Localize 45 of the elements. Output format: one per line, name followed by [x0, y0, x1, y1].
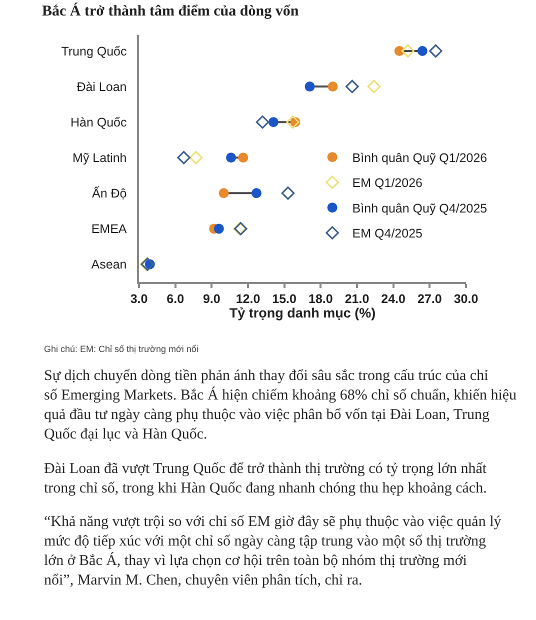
point [177, 150, 190, 164]
legend-label: Bình quân Quỹ Q1/2026 [352, 150, 488, 165]
point [346, 80, 359, 94]
x-tick-label: 6.0 [166, 292, 184, 306]
y-tick-label: Hàn Quốc [70, 115, 127, 130]
y-tick-label: Asean [91, 258, 127, 272]
point [367, 80, 381, 94]
x-tick-label: 3.0 [130, 292, 148, 306]
point [417, 46, 428, 56]
point [226, 152, 236, 163]
point [218, 188, 229, 198]
y-tick-label: Đài Loan [76, 80, 127, 94]
y-tick-label: Trung Quốc [61, 44, 127, 58]
point [401, 44, 415, 58]
point [304, 82, 315, 92]
x-tick-label: 15.0 [272, 292, 297, 306]
point [429, 44, 442, 58]
text: Ghi chú: EM: Chỉ số thị trường mới nổi [44, 344, 198, 354]
point [286, 115, 300, 129]
point [238, 152, 248, 163]
point [268, 117, 278, 128]
x-axis-title: Tỷ trọng danh mục (%) [229, 306, 376, 321]
chart-title: Bắc Á trở thành tâm điểm của dòng vốn [42, 2, 300, 20]
x-tick-label: 12.0 [236, 292, 260, 306]
x-tick-label: 21.0 [344, 292, 370, 306]
point [328, 82, 338, 92]
text: Đài Loan đã vượt Trung Quốc để trở thành thị trường có tỷ trọng lớn nhất trong chỉ số, trong khi Hàn Quốc đang nhanh chóng thu hẹp khoảng cách. [44, 461, 488, 496]
point [214, 224, 224, 234]
x-tick-label: 18.0 [308, 292, 333, 306]
point [281, 186, 295, 200]
text: Sự dịch chuyển dòng tiền phản ánh thay đổi sâu sắc trong cấu trúc của chỉ số Emerging Markets. Bắc Á hiện chiếm khoảng 68% chỉ số chuẩn, khiến hiệu quả đầu tư ngày càng phụ thuộc vào việc phân bổ vốn tại Đài Loan, Trung Quốc đại lục và Hàn Quốc. [44, 368, 518, 442]
x-tick-label: 27.0 [418, 292, 442, 306]
x-tick-label: 9.0 [202, 292, 220, 306]
point [189, 150, 203, 164]
point [256, 115, 270, 129]
x-tick-label: 24.0 [381, 292, 406, 306]
legend-label: EM Q1/2026 [352, 176, 423, 190]
text: “Khả năng vượt trội so với chỉ số EM giờ đây sẽ phụ thuộc vào việc quản lý mức độ tiếp xúc với một chỉ số ngày càng tập trung vào một số thị trường lớn ở Bắc Á, thay vì lựa chọn cơ hội trên toàn bộ nhóm thị trường mới nổi”, Marvin M. Chen, chuyên viên phân tích, chỉ ra. [44, 514, 502, 588]
point [251, 188, 262, 198]
y-tick-label: Mỹ Latinh [72, 150, 127, 165]
legend-label: EM Q4/2025 [352, 226, 423, 241]
y-tick-label: Ấn Độ [92, 186, 127, 201]
legend-label: Bình quân Quỹ Q4/2025 [352, 201, 488, 216]
x-tick-label: 30.0 [454, 292, 478, 306]
y-tick-label: EMEA [91, 222, 128, 236]
